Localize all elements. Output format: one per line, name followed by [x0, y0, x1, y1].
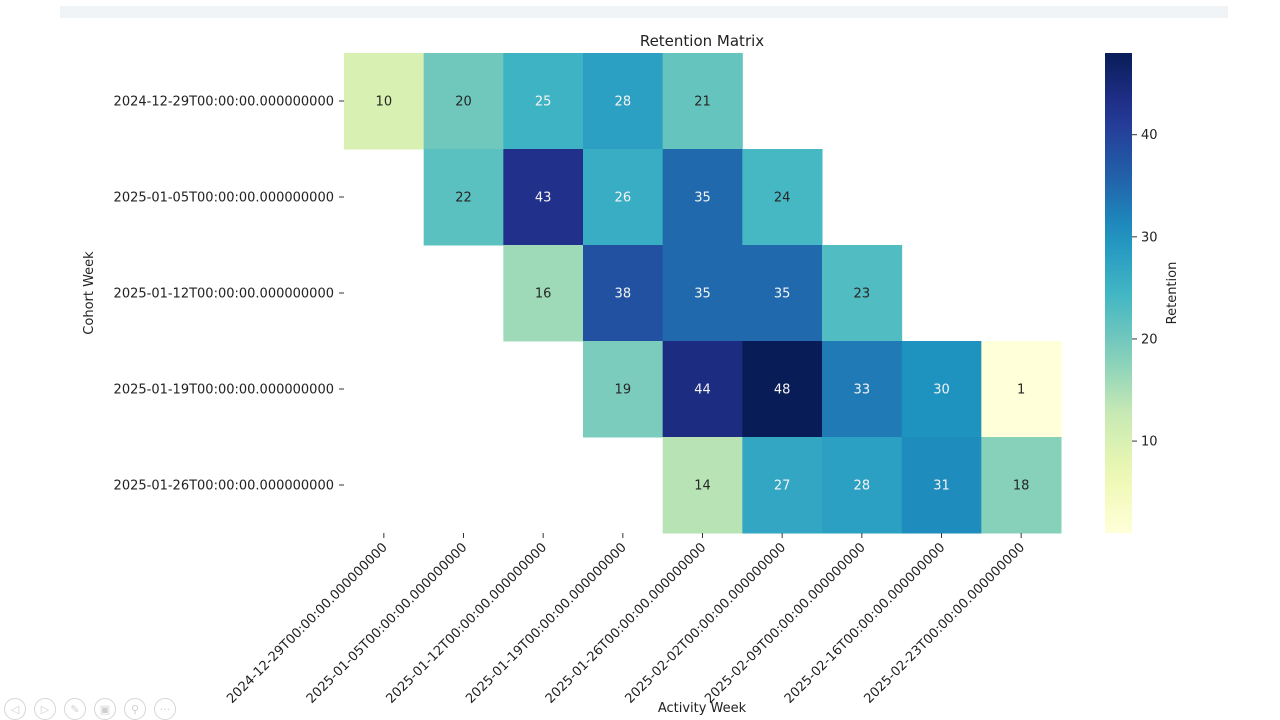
cell-label: 43 [535, 191, 552, 206]
colorbar-tick-label: 30 [1141, 230, 1158, 245]
cell-label: 33 [854, 383, 871, 398]
cell-label: 18 [1013, 479, 1030, 494]
colorbar-tick-label: 20 [1141, 332, 1158, 347]
cell-label: 44 [694, 383, 711, 398]
heatmap-cell [662, 149, 743, 246]
colorbar-label: Retention [1165, 262, 1180, 325]
y-tick-label: 2025-01-19T00:00:00.000000000 [114, 383, 334, 398]
plot-toolbar: ◁ ▷ ✎ ▣ ⚲ ··· [4, 698, 176, 720]
heatmap-cell [981, 341, 1062, 438]
heatmap-cell [503, 245, 584, 342]
heatmap-cell [503, 53, 584, 150]
heatmap-cell [662, 245, 743, 342]
y-tick-label: 2024-12-29T00:00:00.000000000 [114, 95, 334, 110]
top-bar [60, 6, 1228, 18]
zoom-rect-icon[interactable]: ▣ [94, 698, 116, 720]
cell-label: 16 [535, 287, 552, 302]
x-tick-label: 2025-01-26T00:00:00.000000000 [543, 540, 709, 706]
cell-label: 19 [615, 383, 632, 398]
heatmap-cell [344, 53, 425, 150]
heatmap-cell [742, 245, 823, 342]
forward-icon[interactable]: ▷ [34, 698, 56, 720]
back-icon[interactable]: ◁ [4, 698, 26, 720]
heatmap-cell [742, 341, 823, 438]
y-tick-label: 2025-01-26T00:00:00.000000000 [114, 479, 334, 494]
cell-label: 31 [933, 479, 950, 494]
more-icon[interactable]: ··· [154, 698, 176, 720]
cell-label: 35 [774, 287, 791, 302]
heatmap-cell [503, 149, 584, 246]
heatmap-cell [742, 149, 823, 246]
cell-label: 48 [774, 383, 791, 398]
heatmap-cell [662, 341, 743, 438]
y-axis-label: Cohort Week [82, 251, 97, 335]
y-tick-label: 2025-01-05T00:00:00.000000000 [114, 191, 334, 206]
cell-label: 30 [933, 383, 950, 398]
x-tick-label: 2024-12-29T00:00:00.000000000 [224, 540, 390, 706]
heatmap-cell [423, 53, 504, 150]
heatmap-cell [901, 437, 982, 534]
colorbar-tick-label: 40 [1141, 128, 1158, 143]
x-tick-label: 2025-02-23T00:00:00.000000000 [862, 540, 1028, 706]
x-tick-label: 2025-01-05T00:00:00.000000000 [304, 540, 470, 706]
x-tick-label: 2025-01-19T00:00:00.000000000 [463, 540, 629, 706]
cell-label: 10 [376, 95, 393, 110]
cell-label: 25 [535, 95, 552, 110]
heatmap-cell [742, 437, 823, 534]
x-tick-label: 2025-02-02T00:00:00.000000000 [623, 540, 789, 706]
heatmap-cell [981, 437, 1062, 534]
heatmap-cell [822, 245, 903, 342]
heatmap-cell [901, 341, 982, 438]
heatmap-cell [822, 437, 903, 534]
cell-label: 22 [455, 191, 472, 206]
x-tick-label: 2025-02-09T00:00:00.000000000 [702, 540, 868, 706]
heatmap-cell [583, 53, 664, 150]
colorbar [1105, 53, 1132, 533]
cell-label: 1 [1017, 383, 1025, 398]
zoom-icon[interactable]: ⚲ [124, 698, 146, 720]
cell-label: 38 [615, 287, 632, 302]
x-tick-label: 2025-01-12T00:00:00.000000000 [384, 540, 550, 706]
cell-label: 20 [455, 95, 472, 110]
pan-icon[interactable]: ✎ [64, 698, 86, 720]
cell-label: 27 [774, 479, 791, 494]
cell-label: 24 [774, 191, 791, 206]
cell-label: 28 [854, 479, 871, 494]
y-tick-label: 2025-01-12T00:00:00.000000000 [114, 287, 334, 302]
cell-label: 35 [694, 191, 711, 206]
heatmap-cell [583, 341, 664, 438]
x-axis-label: Activity Week [658, 701, 747, 716]
cell-label: 14 [694, 479, 711, 494]
cell-label: 35 [694, 287, 711, 302]
heatmap-cell [423, 149, 504, 246]
heatmap-cell [822, 341, 903, 438]
cell-label: 28 [615, 95, 632, 110]
heatmap-cell [662, 53, 743, 150]
cell-label: 23 [854, 287, 871, 302]
heatmap-cell [583, 245, 664, 342]
heatmap-cell [583, 149, 664, 246]
chart-title: Retention Matrix [640, 32, 764, 50]
heatmap-cell [662, 437, 743, 534]
cell-label: 26 [615, 191, 632, 206]
colorbar-tick-label: 10 [1141, 435, 1158, 450]
x-tick-label: 2025-02-16T00:00:00.000000000 [782, 540, 948, 706]
cell-label: 21 [694, 95, 711, 110]
